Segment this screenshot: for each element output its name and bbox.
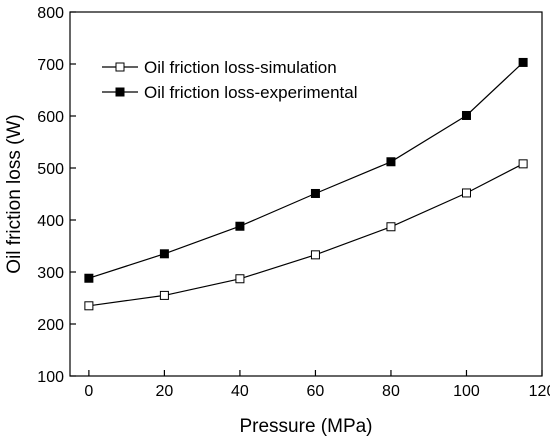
- y-tick-label-5: 600: [37, 109, 64, 126]
- series-1-point-6: [518, 57, 528, 67]
- series-1: [84, 57, 528, 283]
- legend-marker-0: [115, 62, 125, 72]
- x-tick-label-1: 20: [156, 383, 174, 400]
- x-axis-ticks: 0 20 40 60 80 100 120: [84, 370, 550, 400]
- series-0: [84, 159, 528, 311]
- y-tick-label-2: 300: [37, 265, 64, 282]
- y-tick-label-4: 500: [37, 161, 64, 178]
- y-axis-ticks: 100 200 300 400 500 600 700 800: [37, 5, 76, 386]
- series-1-point-0: [84, 273, 94, 283]
- series-1-point-4: [386, 157, 396, 167]
- series-0-point-0: [84, 301, 94, 311]
- x-axis-title: Pressure (MPa): [239, 416, 372, 437]
- series-0-point-1: [159, 290, 169, 300]
- y-tick-label-0: 100: [37, 369, 64, 386]
- series-0-line: [88, 163, 524, 307]
- series-0-point-4: [386, 222, 396, 232]
- plot-frame: [69, 11, 543, 377]
- y-tick-label-1: 200: [37, 317, 64, 334]
- x-tick-label-5: 100: [453, 383, 480, 400]
- x-tick-label-0: 0: [84, 383, 93, 400]
- legend-label-1: Oil friction loss-experimental: [144, 83, 358, 102]
- series-1-point-5: [461, 110, 471, 120]
- series-1-point-3: [310, 188, 320, 198]
- series-0-point-5: [461, 188, 471, 198]
- y-axis-title: Oil friction loss (W): [4, 114, 25, 273]
- series-layer: [84, 57, 528, 311]
- y-tick-label-7: 800: [37, 5, 64, 22]
- x-tick-label-3: 60: [307, 383, 325, 400]
- y-tick-label-3: 400: [37, 213, 64, 230]
- series-0-point-3: [310, 250, 320, 260]
- x-tick-label-2: 40: [231, 383, 249, 400]
- y-tick-label-6: 700: [37, 57, 64, 74]
- series-0-point-6: [518, 159, 528, 169]
- series-1-point-2: [235, 221, 245, 231]
- x-tick-label-4: 80: [382, 383, 400, 400]
- x-tick-label-6: 120: [529, 383, 550, 400]
- legend-marker-1: [115, 87, 125, 97]
- legend: Oil friction loss-simulation Oil friction…: [102, 58, 358, 102]
- legend-label-0: Oil friction loss-simulation: [144, 58, 337, 77]
- series-1-point-1: [159, 249, 169, 259]
- series-0-point-2: [235, 274, 245, 284]
